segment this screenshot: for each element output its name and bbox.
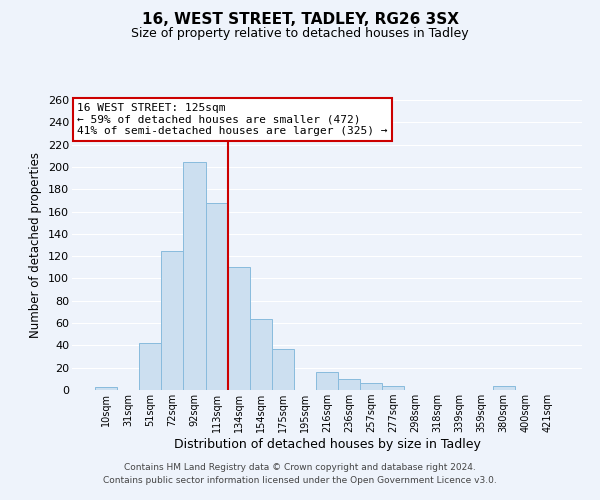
Bar xyxy=(206,202,227,390)
Bar xyxy=(338,379,360,390)
Text: Size of property relative to detached houses in Tadley: Size of property relative to detached ho… xyxy=(131,28,469,40)
Text: 16, WEST STREET, TADLEY, RG26 3SX: 16, WEST STREET, TADLEY, RG26 3SX xyxy=(142,12,458,28)
Bar xyxy=(161,250,184,390)
Bar xyxy=(493,386,515,390)
Y-axis label: Number of detached properties: Number of detached properties xyxy=(29,152,43,338)
Bar xyxy=(139,343,161,390)
Bar xyxy=(382,386,404,390)
Bar xyxy=(272,348,294,390)
Bar xyxy=(316,372,338,390)
Text: Contains HM Land Registry data © Crown copyright and database right 2024.: Contains HM Land Registry data © Crown c… xyxy=(124,464,476,472)
Bar xyxy=(184,162,206,390)
Text: 16 WEST STREET: 125sqm
← 59% of detached houses are smaller (472)
41% of semi-de: 16 WEST STREET: 125sqm ← 59% of detached… xyxy=(77,103,388,136)
Bar xyxy=(360,384,382,390)
Bar xyxy=(95,386,117,390)
Bar xyxy=(227,268,250,390)
X-axis label: Distribution of detached houses by size in Tadley: Distribution of detached houses by size … xyxy=(173,438,481,451)
Text: Contains public sector information licensed under the Open Government Licence v3: Contains public sector information licen… xyxy=(103,476,497,485)
Bar xyxy=(250,318,272,390)
